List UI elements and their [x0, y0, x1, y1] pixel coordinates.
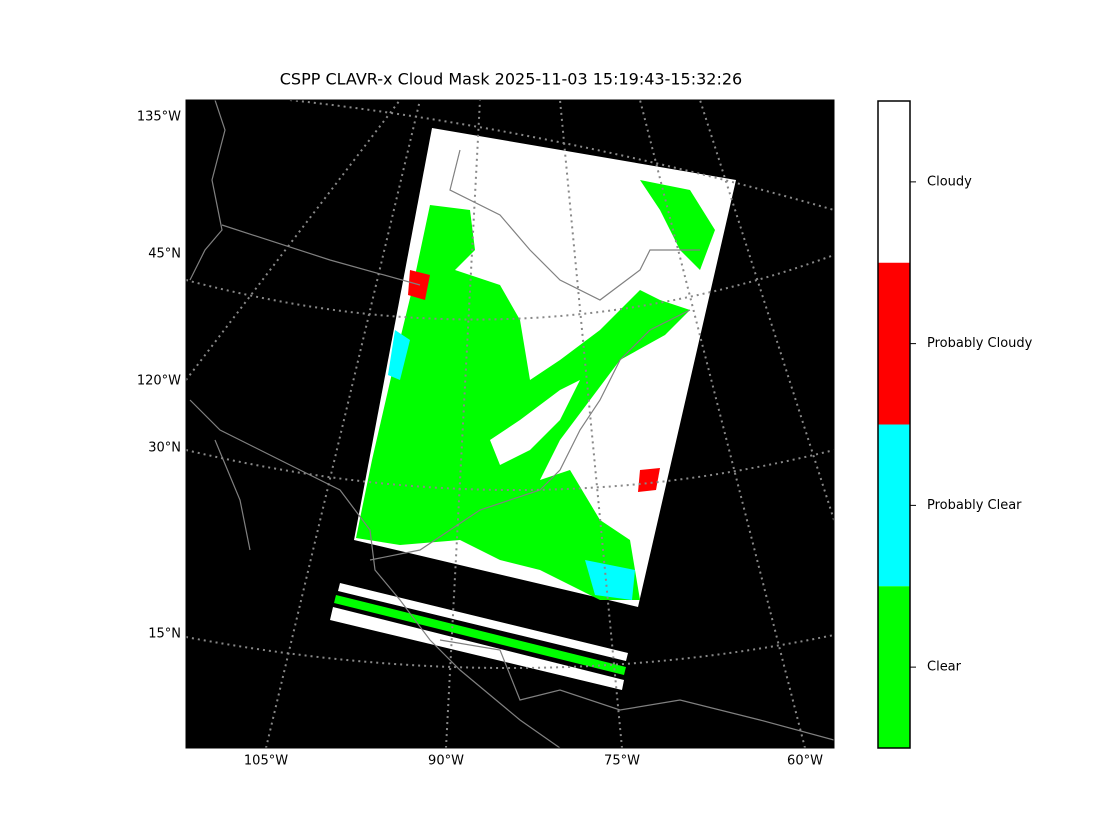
graticule — [445, 100, 481, 748]
graticule — [559, 100, 623, 748]
axis-labels: 135°W 45°N 120°W 30°N 15°N 105°W 90°W 75°W 60°W — [137, 110, 823, 769]
bottom-label: 60°W — [787, 754, 823, 769]
coastline — [214, 439, 251, 551]
swath-strip — [338, 583, 628, 661]
clear-region — [356, 205, 690, 600]
left-label: 30°N — [148, 441, 181, 456]
bottom-label: 90°W — [428, 754, 464, 769]
probably-clear-patch — [585, 560, 635, 600]
bottom-label: 105°W — [244, 754, 288, 769]
graticule — [186, 634, 834, 669]
swath-strip — [334, 595, 626, 675]
colorbar: Cloudy Probably Cloudy Probably Clear Clear — [877, 100, 1033, 749]
clear-region — [640, 180, 715, 270]
colorbar-label: Probably Clear — [927, 498, 1022, 513]
left-label: 135°W — [137, 110, 181, 125]
colorbar-label: Probably Cloudy — [927, 336, 1033, 351]
colorbar-segment — [878, 424, 910, 587]
graticule — [699, 100, 834, 521]
map — [186, 100, 834, 748]
coastline — [189, 100, 226, 281]
coastline — [449, 149, 700, 301]
coastline — [189, 399, 561, 748]
colorbar-segment — [878, 101, 910, 263]
colorbar-frame — [877, 100, 911, 749]
colorbar-segment — [878, 586, 910, 748]
title: CSPP CLAVR-x Cloud Mask 2025-11-03 15:19… — [280, 70, 742, 89]
bottom-label: 75°W — [604, 754, 640, 769]
coastline — [439, 639, 834, 741]
coastline — [369, 309, 691, 561]
probably-cloudy-patch — [638, 468, 660, 492]
left-label: 120°W — [137, 374, 181, 389]
swath-strip — [330, 607, 624, 690]
colorbar-label: Clear — [927, 660, 962, 675]
graticule — [186, 254, 834, 321]
border — [221, 224, 421, 286]
cloud-patch — [490, 380, 580, 465]
map-frame — [185, 99, 835, 749]
colorbar-label: Cloudy — [927, 174, 972, 189]
left-label: 45°N — [148, 247, 181, 262]
probably-clear-patch — [388, 330, 410, 380]
colorbar-segment — [878, 262, 910, 425]
left-label: 15°N — [148, 627, 181, 642]
